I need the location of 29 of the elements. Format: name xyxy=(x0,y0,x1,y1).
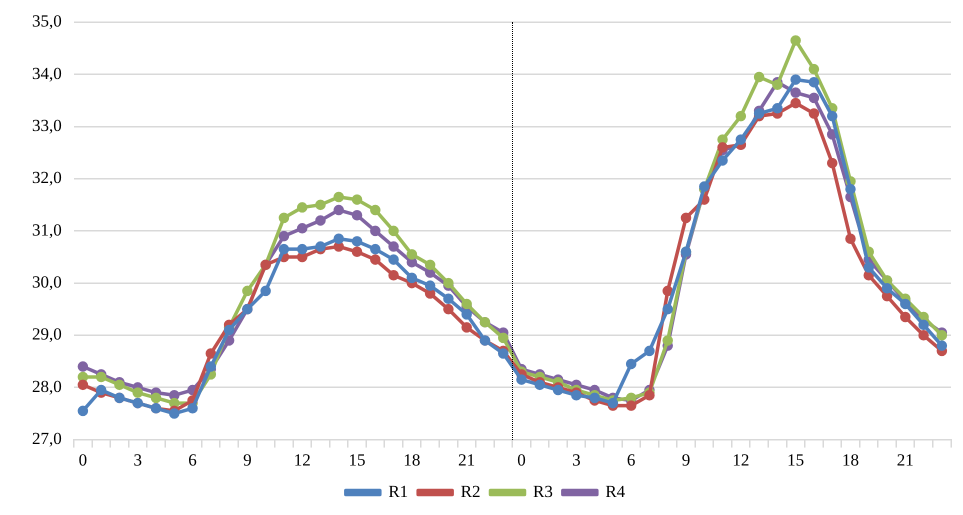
x-tick-label: 3 xyxy=(572,450,581,470)
x-tick-label: 18 xyxy=(842,450,859,470)
y-tick-label: 33,0 xyxy=(32,116,62,136)
x-tick-label: 12 xyxy=(732,450,750,470)
legend-label: R2 xyxy=(460,482,481,501)
x-tick-label: 6 xyxy=(188,450,197,470)
x-tick-label: 6 xyxy=(626,450,636,470)
x-tick-label: 21 xyxy=(458,450,476,470)
x-tick-label: 0 xyxy=(517,450,526,470)
y-tick-label: 29,0 xyxy=(32,324,62,344)
x-tick-label: 21 xyxy=(896,450,914,470)
x-tick-label: 15 xyxy=(348,450,366,470)
x-tick-label: 0 xyxy=(78,450,88,470)
y-tick-label: 27,0 xyxy=(32,429,62,448)
legend-label: R1 xyxy=(388,482,408,501)
x-tick-label: 3 xyxy=(133,450,142,470)
x-tick-label: 15 xyxy=(787,450,804,470)
y-tick-label: 31,0 xyxy=(32,220,62,240)
y-tick-label: 35,0 xyxy=(32,12,62,31)
x-tick-label: 18 xyxy=(403,450,420,470)
x-tick-label: 12 xyxy=(294,450,311,470)
y-tick-label: 28,0 xyxy=(32,376,62,396)
y-tick-label: 34,0 xyxy=(32,64,62,83)
legend-label: R4 xyxy=(605,482,626,501)
legend-label: R3 xyxy=(533,482,553,501)
y-tick-label: 32,0 xyxy=(32,168,62,188)
x-tick-label: 9 xyxy=(682,450,690,470)
x-tick-label: 9 xyxy=(243,450,252,470)
y-tick-label: 30,0 xyxy=(32,272,62,292)
